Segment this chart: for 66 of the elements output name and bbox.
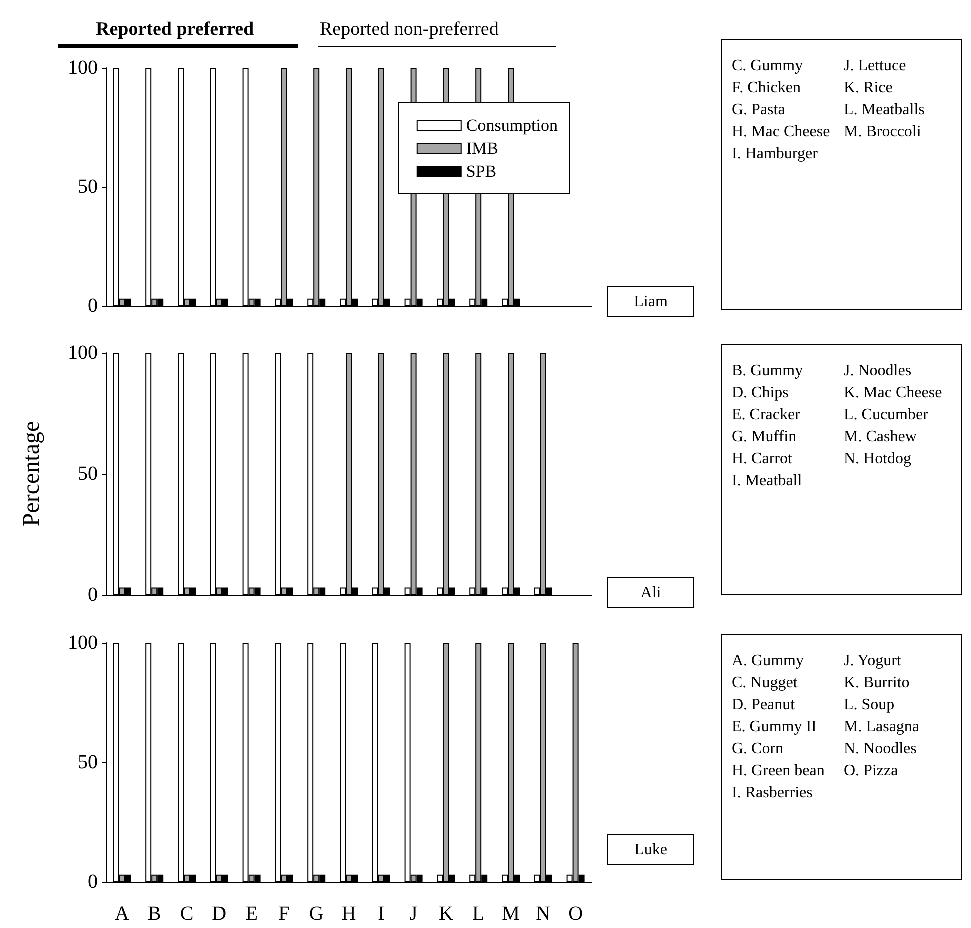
y-tick-label: 50 bbox=[78, 176, 98, 198]
text: C. Gummy bbox=[732, 58, 804, 74]
text: F. Chicken bbox=[732, 80, 801, 96]
text: K. Burrito bbox=[844, 674, 910, 692]
legend-label: IMB bbox=[466, 139, 498, 158]
x-tick-label: B bbox=[148, 903, 162, 925]
x-tick-label: F bbox=[278, 903, 290, 925]
x-tick-label: L bbox=[472, 903, 485, 925]
y-tick-label: 50 bbox=[78, 752, 98, 774]
y-tick-label: 100 bbox=[68, 342, 98, 364]
x-tick-label: E bbox=[246, 903, 258, 925]
text: E. Gummy II bbox=[732, 718, 817, 736]
text: Liam bbox=[634, 294, 668, 310]
text: M. Lasagna bbox=[844, 718, 920, 736]
x-tick-label: J bbox=[410, 903, 418, 925]
text: L. Soup bbox=[844, 696, 895, 714]
text: N. Noodles bbox=[844, 740, 917, 758]
x-tick-label: A bbox=[114, 903, 130, 925]
y-tick-label: 100 bbox=[68, 57, 98, 79]
text: G. Corn bbox=[732, 740, 784, 758]
text: Luke bbox=[634, 842, 668, 858]
y-tick-label: 0 bbox=[88, 871, 98, 893]
text: L. Meatballs bbox=[844, 102, 925, 118]
x-tick-label: C bbox=[180, 903, 194, 925]
text: H. Mac Cheese bbox=[732, 124, 830, 140]
text: I. Rasberries bbox=[732, 784, 813, 802]
text: M. Cashew bbox=[844, 428, 918, 446]
text: D. Chips bbox=[732, 384, 789, 402]
text: G. Pasta bbox=[732, 102, 786, 118]
y-tick-label: 100 bbox=[68, 632, 98, 654]
text: J. Yogurt bbox=[844, 652, 902, 670]
text: H. Carrot bbox=[732, 450, 793, 468]
legend-label: Consumption bbox=[466, 116, 558, 135]
x-tick-label: N bbox=[536, 903, 551, 925]
x-tick-label: G bbox=[309, 903, 324, 925]
text: I. Meatball bbox=[732, 472, 803, 490]
text: L. Cucumber bbox=[844, 406, 930, 424]
text: J. Lettuce bbox=[844, 58, 906, 74]
text: C. Nugget bbox=[732, 674, 798, 692]
text: G. Muffin bbox=[732, 428, 797, 446]
text: K. Mac Cheese bbox=[844, 384, 942, 402]
x-tick-label: D bbox=[212, 903, 227, 925]
legend-label: SPB bbox=[466, 162, 497, 181]
text: H. Green bean bbox=[732, 762, 825, 780]
y-tick-label: 0 bbox=[88, 295, 98, 317]
x-tick-label: K bbox=[438, 903, 454, 925]
text: E. Cracker bbox=[732, 406, 802, 424]
text: M. Broccoli bbox=[844, 124, 922, 140]
text: K. Rice bbox=[844, 80, 893, 96]
text: D. Peanut bbox=[732, 696, 796, 714]
text: A. Gummy bbox=[732, 652, 804, 670]
text: N. Hotdog bbox=[844, 450, 912, 468]
text: Ali bbox=[640, 584, 662, 602]
text: O. Pizza bbox=[844, 762, 898, 780]
x-tick-label: M bbox=[502, 903, 520, 925]
text: J. Noodles bbox=[844, 362, 912, 380]
chart-title: Reported preferred bbox=[96, 19, 255, 40]
text: I. Hamburger bbox=[732, 146, 819, 162]
y-tick-label: 50 bbox=[78, 463, 98, 485]
text: B. Gummy bbox=[732, 362, 804, 380]
y-axis-title: Percentage bbox=[19, 421, 45, 527]
x-tick-label: O bbox=[568, 903, 584, 925]
x-tick-label: H bbox=[342, 903, 356, 925]
x-tick-label: I bbox=[378, 903, 385, 925]
y-tick-label: 0 bbox=[88, 584, 98, 606]
chart-subtitle: Reported non-preferred bbox=[320, 19, 500, 40]
